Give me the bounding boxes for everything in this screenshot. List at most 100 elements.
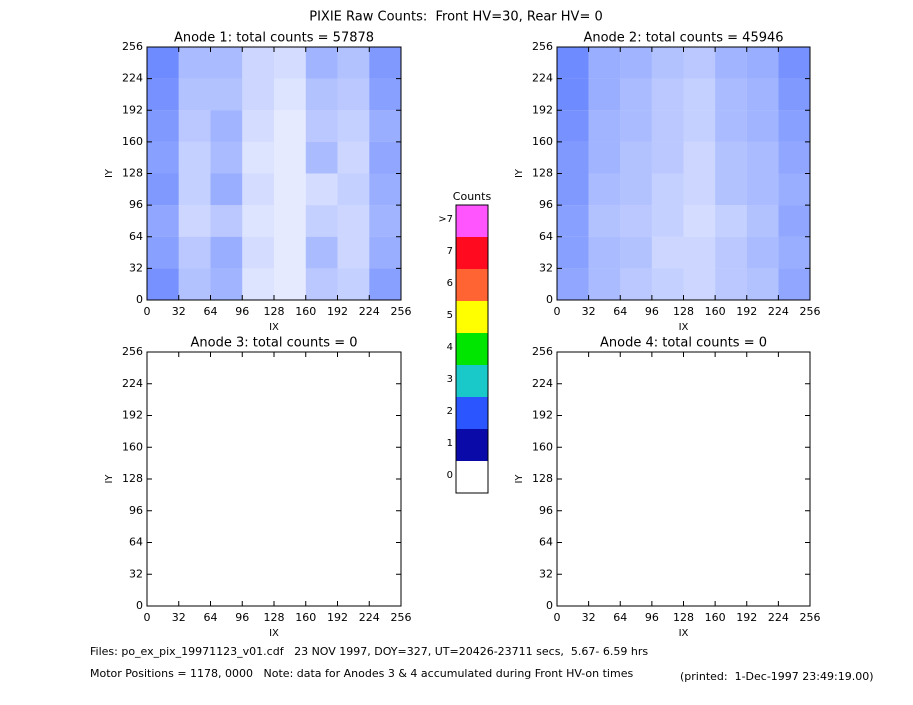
heatmap-cell (778, 78, 810, 111)
heatmap-cell (588, 173, 621, 206)
x-tick-label: 32 (172, 611, 186, 624)
y-tick-label: 224 (532, 377, 553, 390)
heatmap-cell (274, 205, 306, 237)
heatmap-cell (369, 47, 401, 79)
heatmap-cell (715, 173, 747, 206)
x-tick-label: 0 (144, 305, 151, 318)
heatmap-cell (620, 141, 652, 174)
heatmap-cell (147, 141, 179, 174)
x-tick-label: 192 (327, 305, 348, 318)
heatmap-cell (178, 236, 211, 269)
colorbar-swatch (456, 301, 488, 333)
x-tick-label: 0 (554, 305, 561, 318)
heatmap-cell (683, 110, 716, 142)
y-tick-label: 256 (122, 345, 143, 358)
heatmap-cell (369, 141, 401, 174)
y-tick-label: 224 (122, 72, 143, 85)
heatmap-cell (274, 47, 306, 79)
x-tick-label: 256 (800, 305, 821, 318)
heatmap-cell (620, 205, 652, 237)
y-tick-label: 128 (532, 472, 553, 485)
x-tick-label: 0 (554, 611, 561, 624)
figure-title: PIXIE Raw Counts: Front HV=30, Rear HV= … (309, 10, 603, 25)
colorbar-swatch (456, 269, 488, 301)
heatmap-cell (210, 47, 243, 79)
heatmap-cell (557, 205, 589, 237)
colorbar-swatch (456, 205, 488, 237)
heatmap-cell (305, 47, 338, 79)
y-tick-label: 128 (122, 167, 143, 180)
heatmap-cell (274, 110, 306, 142)
heatmap-cell (557, 173, 589, 206)
heatmap-cell (305, 78, 338, 111)
heatmap-cell (651, 173, 684, 206)
x-tick-label: 160 (295, 611, 316, 624)
x-axis-label: IX (679, 322, 689, 333)
x-tick-label: 256 (391, 611, 412, 624)
footer-motor: Motor Positions = 1178, 0000 Note: data … (90, 667, 633, 680)
heatmap-cell (337, 236, 370, 269)
heatmap-cell (746, 110, 779, 142)
colorbar-swatch (456, 237, 488, 269)
heatmap-cell (305, 173, 338, 206)
x-tick-label: 224 (359, 305, 380, 318)
heatmap-cell (746, 173, 779, 206)
heatmap-cell (147, 173, 179, 206)
heatmap-cell (305, 268, 338, 300)
heatmap-cell (778, 236, 810, 269)
heatmap-cell (242, 47, 274, 79)
x-tick-label: 64 (204, 611, 218, 624)
heatmap-cell (178, 47, 211, 79)
heatmap-cell (651, 78, 684, 111)
y-tick-label: 160 (532, 135, 553, 148)
y-tick-label: 32 (129, 261, 143, 274)
y-tick-label: 32 (539, 261, 553, 274)
heatmap-cell (746, 78, 779, 111)
heatmap-cell (210, 236, 243, 269)
heatmap-cell (715, 141, 747, 174)
x-tick-label: 224 (768, 305, 789, 318)
heatmap-cell (274, 268, 306, 300)
heatmap-cell (715, 110, 747, 142)
y-tick-label: 96 (129, 198, 143, 211)
x-tick-label: 256 (800, 611, 821, 624)
footer-files: Files: po_ex_pix_19971123_v01.cdf 23 NOV… (90, 645, 648, 658)
y-tick-label: 32 (539, 567, 553, 580)
heatmap-cell (178, 141, 211, 174)
heatmap-cell (178, 78, 211, 111)
y-tick-label: 256 (532, 345, 553, 358)
heatmap-cell (683, 268, 716, 300)
y-tick-label: 256 (122, 40, 143, 53)
heatmap-cell (778, 173, 810, 206)
heatmap-cell (683, 141, 716, 174)
heatmap-cell (778, 110, 810, 142)
heatmap-cell (147, 236, 179, 269)
heatmap-cell (274, 141, 306, 174)
heatmap-cell (369, 110, 401, 142)
heatmap-cell (746, 141, 779, 174)
heatmap-cell (337, 173, 370, 206)
y-tick-label: 160 (122, 135, 143, 148)
panel-title: Anode 2: total counts = 45946 (583, 31, 783, 46)
heatmap-cell (337, 268, 370, 300)
y-axis-label: IY (514, 168, 525, 178)
x-tick-label: 160 (705, 611, 726, 624)
y-tick-label: 96 (539, 198, 553, 211)
heatmap-cell (147, 78, 179, 111)
heatmap-cell (683, 78, 716, 111)
heatmap-cell (557, 110, 589, 142)
heatmap-cell (715, 47, 747, 79)
heatmap-cell (557, 268, 589, 300)
y-tick-label: 64 (539, 536, 553, 549)
x-tick-label: 128 (264, 611, 285, 624)
x-axis-label: IX (269, 322, 279, 333)
heatmap-cell (746, 236, 779, 269)
y-tick-label: 192 (532, 103, 553, 116)
footer-printed: (printed: 1-Dec-1997 23:49:19.00) (680, 670, 874, 683)
x-tick-label: 96 (235, 611, 249, 624)
x-tick-label: 96 (235, 305, 249, 318)
heatmap-cell (178, 205, 211, 237)
colorbar-label: 2 (447, 406, 453, 417)
heatmap-cell (337, 141, 370, 174)
